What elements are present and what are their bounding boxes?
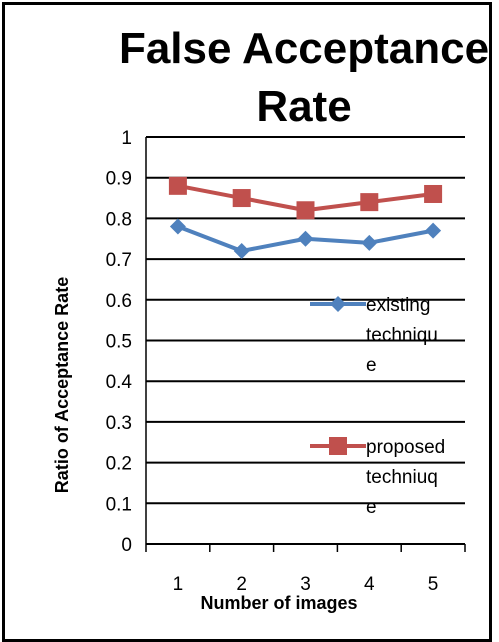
y-tick-label: 0 [121,535,132,556]
y-tick-label: 0.7 [106,250,132,271]
y-tick-label: 0.2 [106,454,132,475]
legend-label: techniuq [366,467,438,488]
x-tick-label: 5 [428,574,439,595]
y-axis-ticks: 0 0.1 0.2 0.3 0.4 0.5 0.6 0.7 0.8 0.9 1 [106,128,133,556]
x-axis: 1 2 3 4 5 [145,137,466,595]
y-tick-label: 0.5 [106,332,132,353]
legend-marker [329,437,347,455]
data-point [361,234,378,251]
data-point [232,189,251,208]
data-point [296,201,315,220]
data-point [169,218,186,235]
y-tick-label: 0.1 [106,494,132,515]
x-tick-label: 4 [364,574,375,595]
x-axis-title: Number of images [200,593,357,613]
data-point [297,230,314,247]
legend: existing techniqu e proposed techniuq e [310,295,445,518]
chart-title-line-2: Rate [256,82,351,131]
y-tick-label: 0.9 [106,169,132,190]
data-point [233,242,250,259]
data-point [168,176,187,195]
data-point [425,222,442,239]
y-tick-label: 0.3 [106,413,132,434]
x-tick-label: 3 [300,574,311,595]
y-tick-label: 1 [121,128,132,149]
data-point [360,193,379,212]
x-tick-label: 1 [173,574,184,595]
y-tick-label: 0.4 [106,372,133,393]
legend-label: proposed [366,437,445,458]
legend-label: e [366,497,377,518]
legend-label: e [366,355,377,376]
y-axis-title: Ratio of Acceptance Rate [52,277,72,493]
y-tick-label: 0.8 [106,209,132,230]
legend-marker [330,296,346,312]
legend-label: existing [366,295,430,316]
x-tick-label: 2 [236,574,247,595]
line-chart: False Acceptance Rate 0 0.1 0.2 0.3 0.4 0.5 0.… [52,24,489,613]
chart-title-line-1: False Acceptance [119,24,489,73]
series-layer [168,176,443,259]
data-point [424,184,443,203]
y-tick-label: 0.6 [106,291,132,312]
legend-label: techniqu [366,325,438,346]
